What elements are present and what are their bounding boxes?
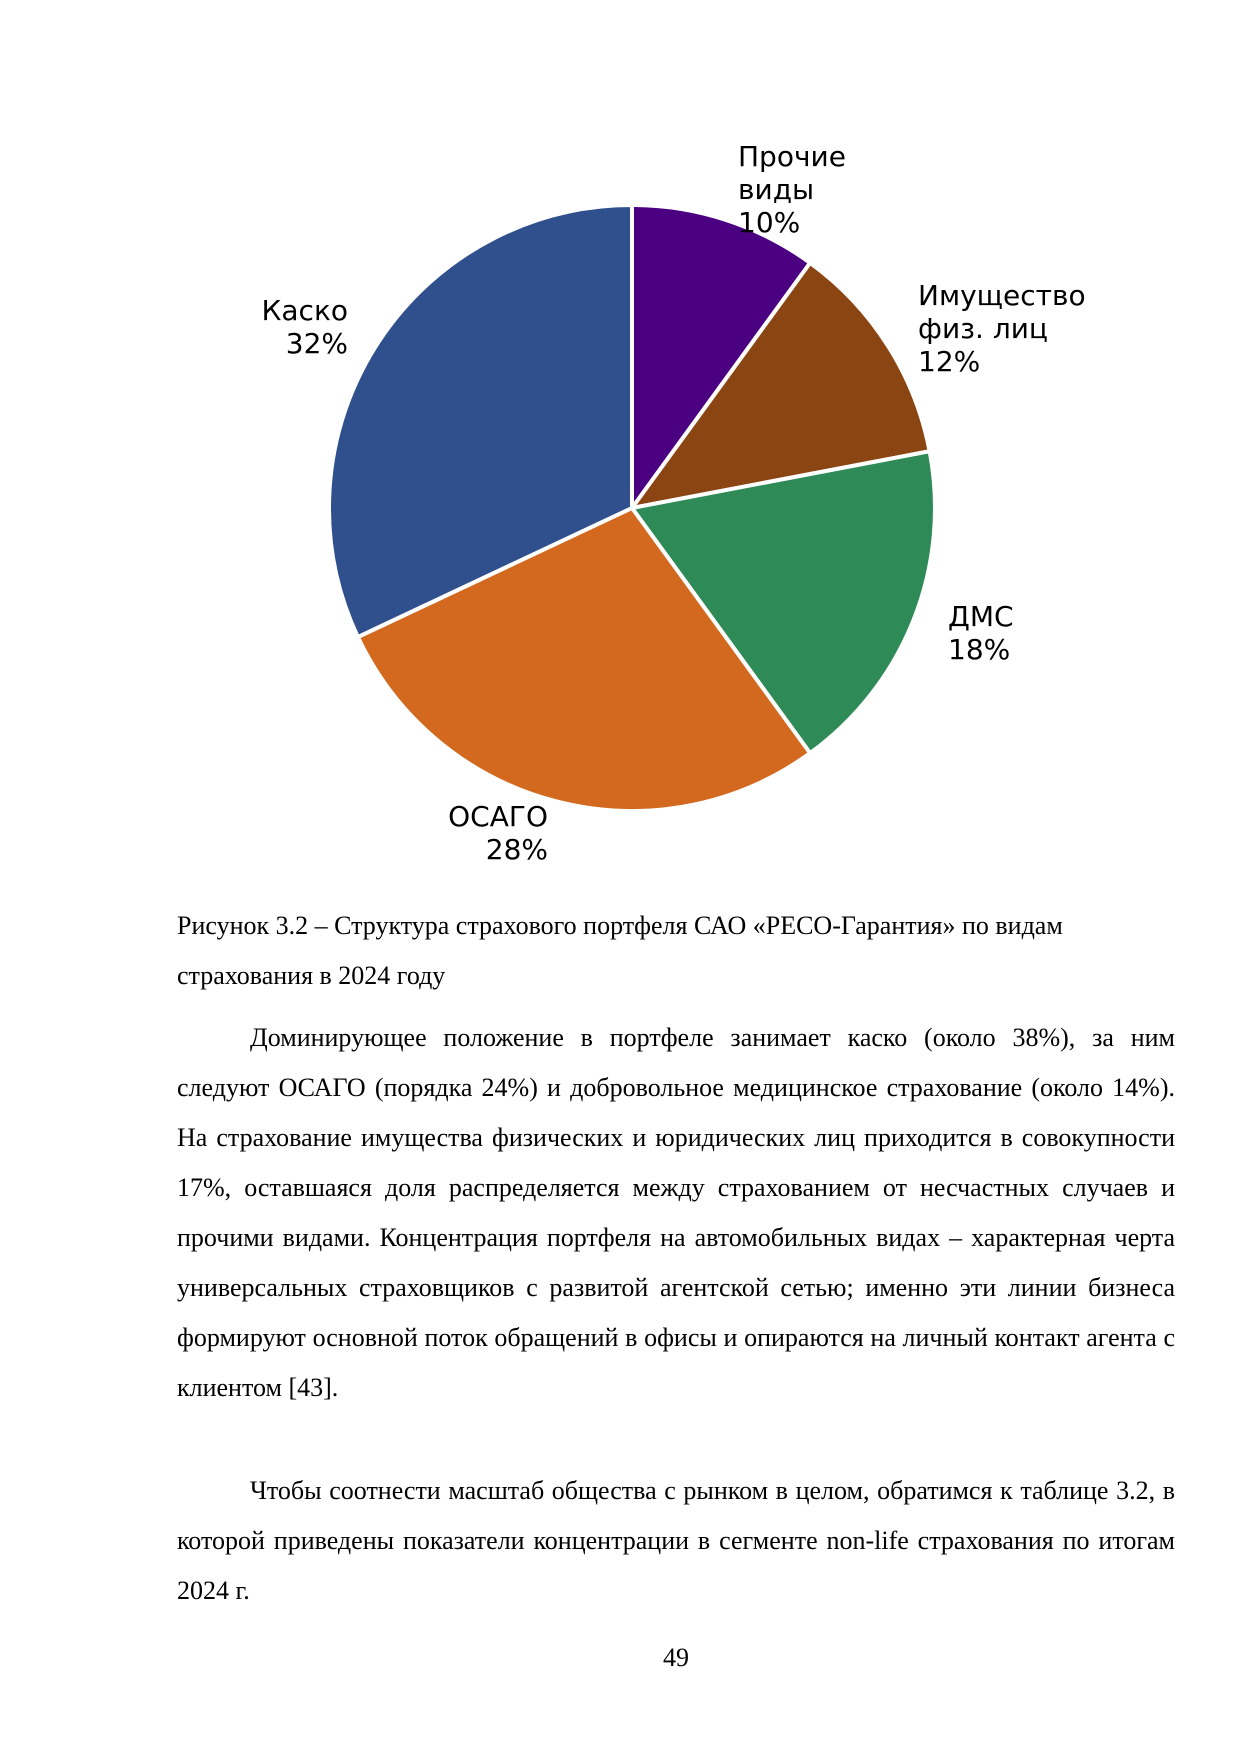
pie-label-percent: 32% bbox=[286, 327, 348, 360]
body-paragraph-2: Чтобы соотнести масштаб общества с рынко… bbox=[177, 1476, 1175, 1605]
pie-label-4: Каско 32% bbox=[262, 294, 348, 360]
page-number: 49 bbox=[663, 1643, 689, 1672]
pie-label-line: ДМС bbox=[948, 600, 1014, 633]
pie-slice-0 bbox=[630, 203, 813, 510]
pie-slice-4 bbox=[327, 203, 634, 640]
pie-label-2: ДМС 18% bbox=[948, 600, 1014, 666]
pie-label-1: Имущество физ. лиц 12% bbox=[918, 279, 1086, 378]
pie-label-percent: 18% bbox=[948, 633, 1010, 666]
pie-label-line: Прочие bbox=[738, 140, 846, 173]
pie-label-line: физ. лиц bbox=[918, 312, 1048, 345]
pie-label-line: Имущество bbox=[918, 279, 1086, 312]
pie-label-3: ОСАГО 28% bbox=[448, 800, 548, 866]
pie-label-percent: 12% bbox=[918, 345, 980, 378]
pie-label-line: ОСАГО bbox=[448, 800, 548, 833]
portfolio-pie-chart: Прочие виды 10% Имущество физ. лиц 12% ДМС 18% О… bbox=[262, 140, 1086, 866]
pie-slice-2 bbox=[630, 449, 937, 756]
pie-label-percent: 28% bbox=[486, 833, 548, 866]
body-paragraph-1: Доминирующее положение в портфеле занима… bbox=[177, 1023, 1175, 1402]
pie-label-0: Прочие виды 10% bbox=[738, 140, 846, 239]
pie-slice-1 bbox=[630, 260, 932, 510]
pie-label-line: виды bbox=[738, 173, 814, 206]
pie-label-percent: 10% bbox=[738, 206, 800, 239]
pie-slice-3 bbox=[355, 506, 813, 813]
figure-caption: Рисунок 3.2 – Структура страхового портф… bbox=[177, 911, 1063, 990]
pie-label-line: Каско bbox=[262, 294, 348, 327]
